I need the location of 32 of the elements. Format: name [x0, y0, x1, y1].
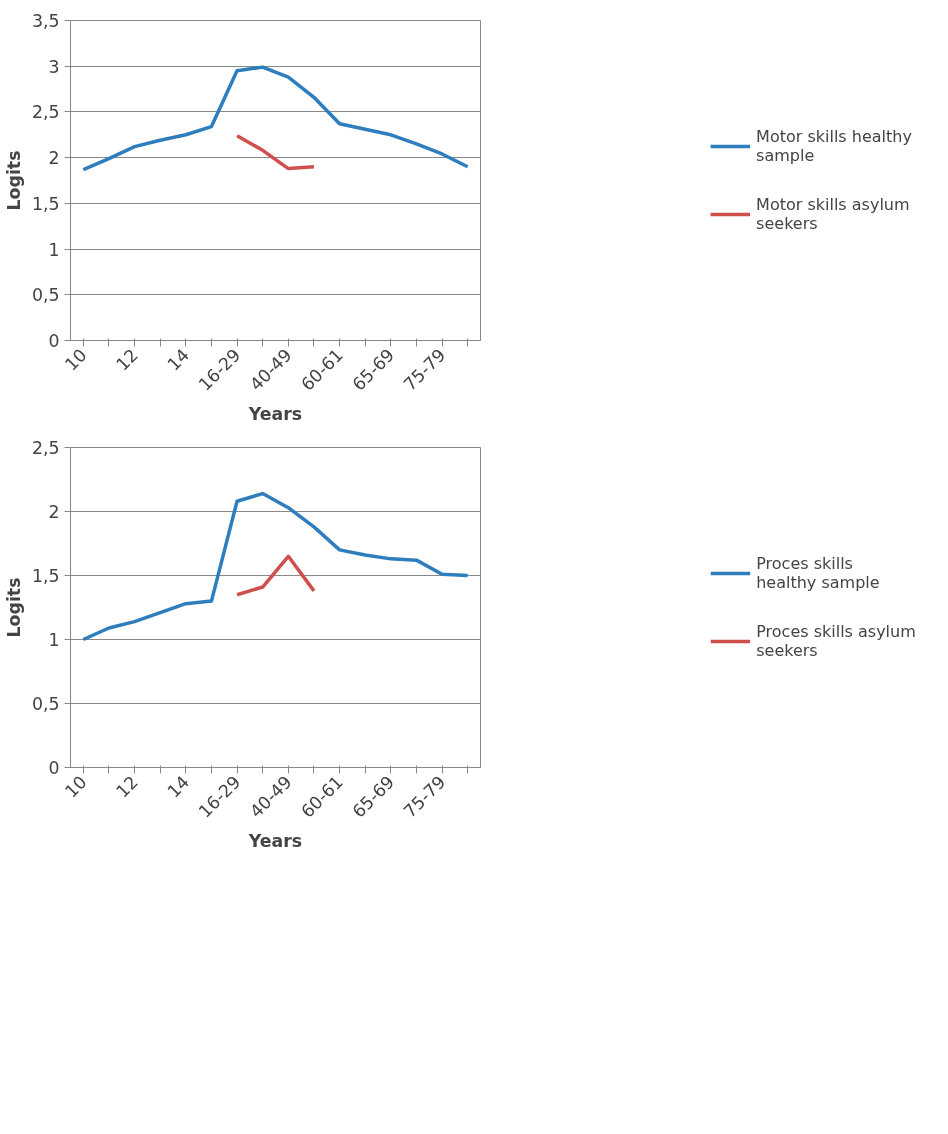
y-tick-label: 2,5 — [31, 438, 60, 458]
legend-label: Motor skills healthy sample — [756, 127, 912, 165]
line-series — [235, 133, 316, 171]
y-axis-title: Logits — [3, 150, 24, 211]
legend-label: Proces skills healthy sample — [756, 554, 880, 592]
y-tick-label: 2 — [48, 148, 60, 169]
y-tick-label: 1 — [48, 239, 60, 260]
x-tick-label: 12 — [112, 344, 142, 375]
y-axis-title: Logits — [3, 577, 24, 638]
x-tick-label: 14 — [163, 344, 194, 375]
y-tick-label: 3,5 — [31, 11, 60, 31]
y-tick-label: 0 — [48, 758, 60, 778]
line-series — [235, 554, 316, 597]
x-axis-title: Years — [247, 404, 303, 425]
x-tick-label: 14 — [163, 771, 194, 802]
x-tick-label: 10 — [61, 771, 91, 802]
y-tick-label: 2,5 — [31, 102, 60, 123]
y-tick-label: 1 — [48, 630, 60, 650]
x-tick-label: 12 — [112, 771, 142, 802]
y-tick-label: 3 — [48, 56, 60, 77]
y-tick-label: 2 — [48, 502, 60, 522]
x-tick-label: 10 — [61, 344, 91, 375]
y-tick-label: 0,5 — [31, 694, 60, 714]
y-tick-label: 1,5 — [31, 193, 60, 214]
line-series — [81, 65, 470, 172]
legend-label: Motor skills asylum seekers — [756, 195, 910, 233]
legend-label: Proces skills asylum seekers — [756, 622, 916, 660]
y-tick-label: 0,5 — [31, 285, 60, 306]
y-tick-label: 0 — [48, 331, 60, 351]
y-tick-label: 1,5 — [31, 566, 60, 586]
x-axis-title: Years — [247, 831, 303, 852]
line-series — [81, 491, 470, 642]
